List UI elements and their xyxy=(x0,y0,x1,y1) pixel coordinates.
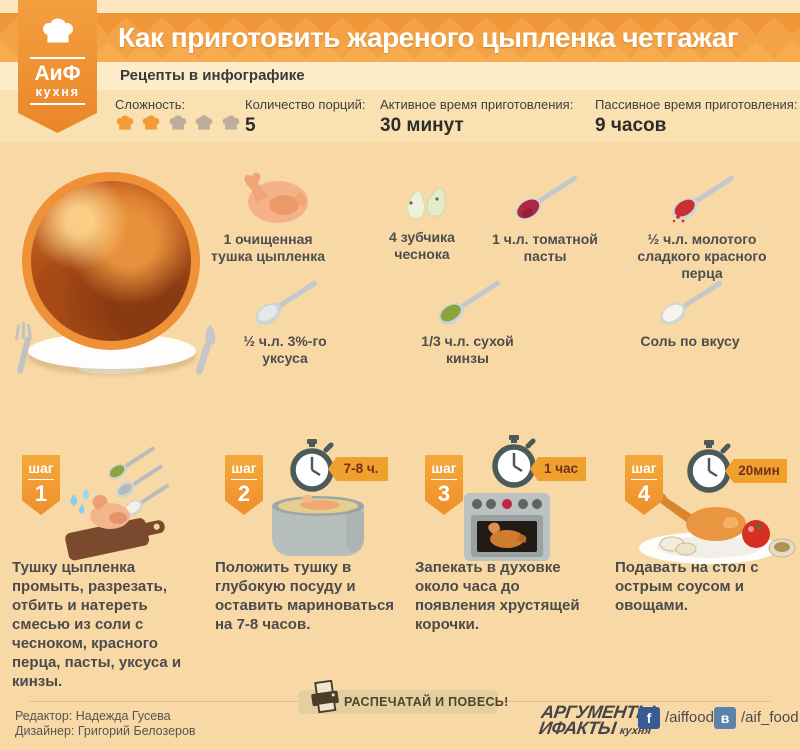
stat-servings-label: Количество порций: xyxy=(245,97,366,112)
stat-servings: Количество порций: 5 xyxy=(245,97,366,137)
oven-icon xyxy=(464,493,550,561)
stat-active-time-value: 30 минут xyxy=(380,115,464,136)
ingredient-red-pepper: ½ ч.л. молотого сладкого красного перца xyxy=(628,170,776,282)
facebook-icon[interactable]: f xyxy=(638,707,660,729)
vk-icon[interactable]: в xyxy=(714,707,736,729)
facebook-handle[interactable]: /aiffood xyxy=(665,709,714,726)
step-2-badge: шаг 2 xyxy=(225,455,263,515)
spoon-salt-icon xyxy=(660,280,723,325)
ingredient-label: Соль по вкусу xyxy=(640,333,740,349)
step-4-badge: шаг 4 xyxy=(625,455,663,515)
ingredient-label: ½ ч.л. 3%-го уксуса xyxy=(243,333,327,366)
step-badge-word: шаг xyxy=(631,460,657,476)
logo-divider xyxy=(30,103,85,105)
ingredient-label: 4 зубчика чеснока xyxy=(389,229,455,262)
step-3-text: Запекать в духовке около часа до появлен… xyxy=(415,559,580,633)
stat-difficulty-label: Сложность: xyxy=(115,97,186,112)
brand-line-2: ИФАКТЫ кухня xyxy=(537,718,652,738)
ingredient-chicken-carcass: 1 очищенная тушка цыпленка xyxy=(208,172,328,265)
ingredient-tomato-paste: 1 ч.л. томатной пасты xyxy=(480,170,610,265)
print-button-label: РАСПЕЧАТАЙ И ПОВЕСЬ! xyxy=(344,695,509,709)
stopwatch-icon xyxy=(687,440,731,493)
step-2-time-tag: 7-8 ч. xyxy=(328,457,388,481)
logo-divider xyxy=(30,57,85,59)
header-band xyxy=(0,13,800,62)
roasted-chicken-photo xyxy=(22,172,200,350)
stat-passive-time-value: 9 часов xyxy=(595,115,667,136)
step-3-time-tag: 1 час xyxy=(530,457,586,481)
stat-active-time-label: Активное время приготовления: xyxy=(380,97,574,112)
print-button[interactable]: РАСПЕЧАТАЙ И ПОВЕСЬ! xyxy=(298,679,508,714)
ingredient-label: ½ ч.л. молотого сладкого красного перца xyxy=(637,231,767,281)
credit-editor: Редактор: Надежда Гусева xyxy=(15,709,171,723)
step-1-badge: шаг 1 xyxy=(22,455,60,515)
ingredient-label: 1/3 ч.л. сухой кинзы xyxy=(421,333,514,366)
knife-icon xyxy=(195,325,216,375)
step-badge-word: шаг xyxy=(231,460,257,476)
spoon-tomato-paste-icon xyxy=(515,175,578,220)
logo-text-kitchen: кухня xyxy=(35,84,80,99)
step-1-text: Тушку цыпленка промыть, разрезать, отбит… xyxy=(12,559,182,690)
step-badge-number: 1 xyxy=(34,481,48,506)
chef-hat-icon xyxy=(196,115,213,130)
page-title: Как приготовить жареного цыпленка четгаж… xyxy=(118,22,739,53)
chicken-carcass-icon xyxy=(244,172,308,223)
ingredient-label: 1 очищенная тушка цыпленка xyxy=(210,231,326,264)
marinating-pot-icon xyxy=(272,494,364,556)
step-3-badge: шаг 3 xyxy=(425,455,463,515)
chef-hat-icon xyxy=(222,115,240,130)
chef-hat-icon xyxy=(143,115,160,130)
credit-designer: Дизайнер: Григорий Белозеров xyxy=(15,724,196,738)
printer-icon xyxy=(311,679,339,714)
stat-passive-time-label: Пассивное время приготовления: xyxy=(595,97,798,112)
cutting-board-chicken-icon xyxy=(65,446,169,561)
served-plate-icon xyxy=(639,493,796,564)
difficulty-rating xyxy=(115,114,243,137)
step-badge-number: 4 xyxy=(637,481,651,506)
step-badge-word: шаг xyxy=(28,460,54,476)
step-4-text: Подавать на стол с острым соусом и овоща… xyxy=(615,559,759,614)
stats-band xyxy=(0,90,800,142)
chef-hat-icon xyxy=(169,115,187,130)
spoon-vinegar-icon xyxy=(255,280,318,325)
fork-icon xyxy=(15,322,32,374)
ingredient-vinegar: ½ ч.л. 3%-го уксуса xyxy=(220,278,350,367)
garlic-cloves-icon xyxy=(407,187,446,219)
step-2-text: Положить тушку в глубокую посуду и остав… xyxy=(215,559,395,633)
ingredient-garlic: 4 зубчика чеснока xyxy=(362,178,482,263)
chef-hat-icon xyxy=(116,115,134,130)
stat-servings-value: 5 xyxy=(245,115,256,136)
top-strip xyxy=(0,0,800,13)
stopwatch-icon xyxy=(290,439,334,492)
ingredient-dry-cilantro: 1/3 ч.л. сухой кинзы xyxy=(400,278,535,367)
step-badge-word: шаг xyxy=(431,460,457,476)
stopwatch-icon xyxy=(492,435,536,488)
spoon-dry-cilantro-icon xyxy=(437,280,500,325)
ingredient-label: 1 ч.л. томатной пасты xyxy=(492,231,598,264)
chef-hat-icon xyxy=(42,18,73,43)
aif-kitchen-logo-ribbon: АиФ кухня xyxy=(18,0,97,133)
stat-passive-time: Пассивное время приготовления: 9 часов xyxy=(595,97,797,137)
stat-difficulty: Сложность: xyxy=(115,97,243,137)
step-4-time-tag: 20мин xyxy=(725,459,787,483)
subtitle-band xyxy=(0,62,800,90)
logo-text-aif: АиФ xyxy=(34,62,81,85)
step-badge-number: 2 xyxy=(237,481,251,506)
vk-handle[interactable]: /aif_food xyxy=(741,709,799,726)
stat-active-time: Активное время приготовления: 30 минут xyxy=(380,97,573,137)
page-subtitle: Рецепты в инфографике xyxy=(120,67,305,84)
spoon-red-pepper-icon xyxy=(672,175,735,223)
ingredient-salt: Соль по вкусу xyxy=(620,278,760,350)
step-badge-number: 3 xyxy=(437,481,451,506)
